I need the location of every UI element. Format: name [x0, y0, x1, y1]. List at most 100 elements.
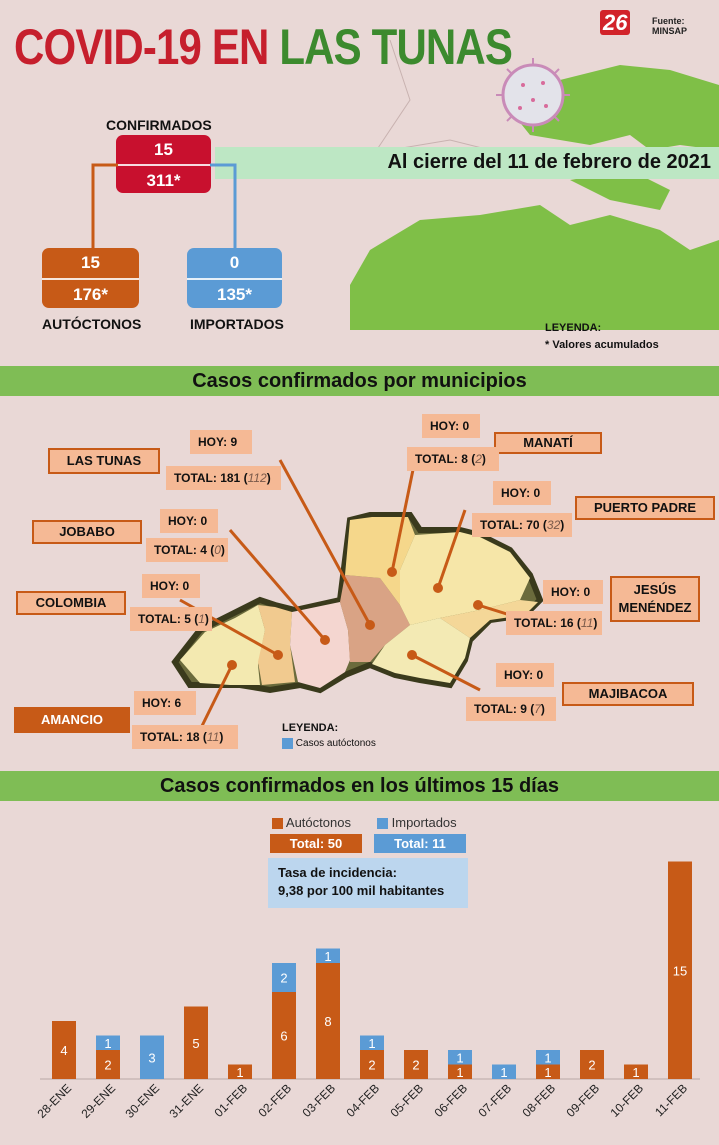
- tick-label-08-FEB: 08-FEB: [519, 1081, 558, 1120]
- importados-total: 135*: [187, 278, 282, 310]
- bar-autoctonos-03-FEB: [316, 963, 340, 1079]
- map-shape-island: [570, 170, 670, 210]
- autoctonos-box: 15 176*: [42, 248, 139, 308]
- map-legend: Casos autóctonos: [282, 738, 376, 749]
- logo: 26: [600, 10, 631, 36]
- bar-autoctonos-11-FEB: [668, 861, 692, 1079]
- area-jobabo: [290, 602, 350, 688]
- tick-label-09-FEB: 09-FEB: [563, 1081, 602, 1120]
- chart-banner: Casos confirmados en los últimos 15 días: [0, 771, 719, 801]
- tasa-line2: 9,38 por 100 mil habitantes: [278, 883, 445, 898]
- bar-label-autoctonos-11-FEB: 15: [673, 963, 687, 978]
- majibacoa-label: MAJIBACOA: [562, 682, 694, 706]
- map-legend-swatch: [282, 738, 293, 749]
- area-jesus-menendez: [440, 600, 538, 638]
- colombia-total: TOTAL: 5 (1): [130, 607, 212, 631]
- importados-label: IMPORTADOS: [190, 316, 284, 332]
- jesus-menendez-total: TOTAL: 16 (11): [506, 611, 602, 635]
- bar-label-autoctonos-01-FEB: 1: [236, 1065, 243, 1080]
- bar-label-importados-30-ENE: 3: [148, 1050, 155, 1065]
- bar-label-importados-02-FEB: 2: [280, 971, 287, 986]
- tick-label-11-FEB: 11-FEB: [652, 1081, 690, 1119]
- bar-label-importados-29-ENE: 1: [104, 1036, 111, 1051]
- bar-autoctonos-04-FEB: [360, 1050, 384, 1079]
- tick-label-04-FEB: 04-FEB: [343, 1081, 382, 1120]
- majibacoa-hoy: HOY: 0: [496, 663, 554, 687]
- bar-label-autoctonos-28-ENE: 4: [60, 1043, 67, 1058]
- summary-connectors: [91, 163, 237, 250]
- bar-label-importados-04-FEB: 1: [368, 1036, 375, 1051]
- bar-importados-08-FEB: [536, 1050, 560, 1065]
- source-text: Fuente: MINSAP: [652, 16, 688, 36]
- bar-label-autoctonos-10-FEB: 1: [632, 1065, 639, 1080]
- bar-label-autoctonos-05-FEB: 2: [412, 1058, 419, 1073]
- bar-importados-30-ENE: [140, 1035, 164, 1079]
- area-puerto-padre: [400, 532, 530, 625]
- summary-legend-title: LEYENDA:: [545, 322, 602, 334]
- bar-label-autoctonos-08-FEB: 1: [544, 1065, 551, 1080]
- legend-autoctonos: Autóctonos: [272, 815, 351, 830]
- bar-label-autoctonos-02-FEB: 6: [280, 1029, 287, 1044]
- tick-label-05-FEB: 05-FEB: [387, 1081, 426, 1120]
- bar-importados-29-ENE: [96, 1035, 120, 1050]
- bar-label-autoctonos-06-FEB: 1: [456, 1065, 463, 1080]
- tick-label-02-FEB: 02-FEB: [255, 1081, 294, 1120]
- bar-label-autoctonos-31-ENE: 5: [192, 1036, 199, 1051]
- tick-label-31-ENE: 31-ENE: [167, 1081, 207, 1121]
- bar-autoctonos-01-FEB: [228, 1064, 252, 1079]
- area-amancio: [180, 605, 265, 685]
- tasa-incidencia: Tasa de incidencia: 9,38 por 100 mil habi…: [268, 858, 468, 908]
- total-autoctonos: Total: 50: [270, 834, 362, 853]
- bar-importados-02-FEB: [272, 963, 296, 992]
- jobabo-label: JOBABO: [32, 520, 142, 544]
- manati-total: TOTAL: 8 (2): [407, 447, 499, 471]
- puerto-padre-hoy: HOY: 0: [493, 481, 551, 505]
- municipios-banner: Casos confirmados por municipios: [0, 366, 719, 396]
- las-tunas-total: TOTAL: 181 (112): [166, 466, 281, 490]
- bar-autoctonos-05-FEB: [404, 1050, 428, 1079]
- bar-autoctonos-06-FEB: [448, 1064, 472, 1079]
- importados-box: 0 135*: [187, 248, 282, 308]
- tick-label-06-FEB: 06-FEB: [431, 1081, 470, 1120]
- bar-importados-06-FEB: [448, 1050, 472, 1065]
- puerto-padre-label: PUERTO PADRE: [575, 496, 715, 520]
- map-legend-text: Casos autóctonos: [295, 738, 376, 750]
- tick-label-07-FEB: 07-FEB: [475, 1081, 514, 1120]
- area-majibacoa: [372, 618, 470, 683]
- legend-importados-swatch: [377, 818, 388, 830]
- map-leaders: [179, 459, 511, 731]
- confirmados-label: CONFIRMADOS: [106, 117, 212, 133]
- map-legend-title: LEYENDA:: [282, 722, 339, 734]
- las-tunas-label: LAS TUNAS: [48, 448, 160, 474]
- virus-icon: [496, 58, 570, 132]
- jobabo-hoy: HOY: 0: [160, 509, 218, 533]
- bar-label-importados-03-FEB: 1: [324, 949, 331, 964]
- summary-legend-text: * Valores acumulados: [545, 339, 659, 351]
- autoctonos-today: 15: [81, 253, 100, 272]
- tick-label-03-FEB: 03-FEB: [299, 1081, 338, 1120]
- colombia-label: COLOMBIA: [16, 591, 126, 615]
- legend-autoctonos-swatch: [272, 818, 283, 830]
- map-shape-south: [350, 205, 719, 330]
- area-las-tunas: [340, 575, 410, 662]
- bar-label-autoctonos-29-ENE: 2: [104, 1058, 111, 1073]
- autoctonos-total: 176*: [42, 278, 139, 310]
- puerto-padre-total: TOTAL: 70 (32): [472, 513, 572, 537]
- bar-label-autoctonos-04-FEB: 2: [368, 1058, 375, 1073]
- autoctonos-label: AUTÓCTONOS: [42, 316, 142, 332]
- tick-label-01-FEB: 01-FEB: [211, 1081, 250, 1120]
- jobabo-total: TOTAL: 4 (0): [146, 538, 228, 562]
- manati-label: MANATÍ: [494, 432, 602, 454]
- importados-today: 0: [229, 253, 240, 272]
- jesus-menendez-hoy: HOY: 0: [543, 580, 603, 604]
- bar-label-importados-06-FEB: 1: [456, 1050, 463, 1065]
- jesus-menendez-label: JESÚS MENÉNDEZ: [610, 576, 700, 622]
- municipios-map: [171, 459, 544, 731]
- confirmados-box: 15 311*: [116, 135, 211, 193]
- bar-chart: 428-ENE2129-ENE330-ENE531-ENE101-FEB6202…: [35, 861, 700, 1121]
- bar-label-importados-08-FEB: 1: [544, 1050, 551, 1065]
- tick-label-28-ENE: 28-ENE: [35, 1081, 75, 1121]
- bar-autoctonos-28-ENE: [52, 1021, 76, 1079]
- bar-importados-03-FEB: [316, 948, 340, 963]
- bar-autoctonos-31-ENE: [184, 1006, 208, 1079]
